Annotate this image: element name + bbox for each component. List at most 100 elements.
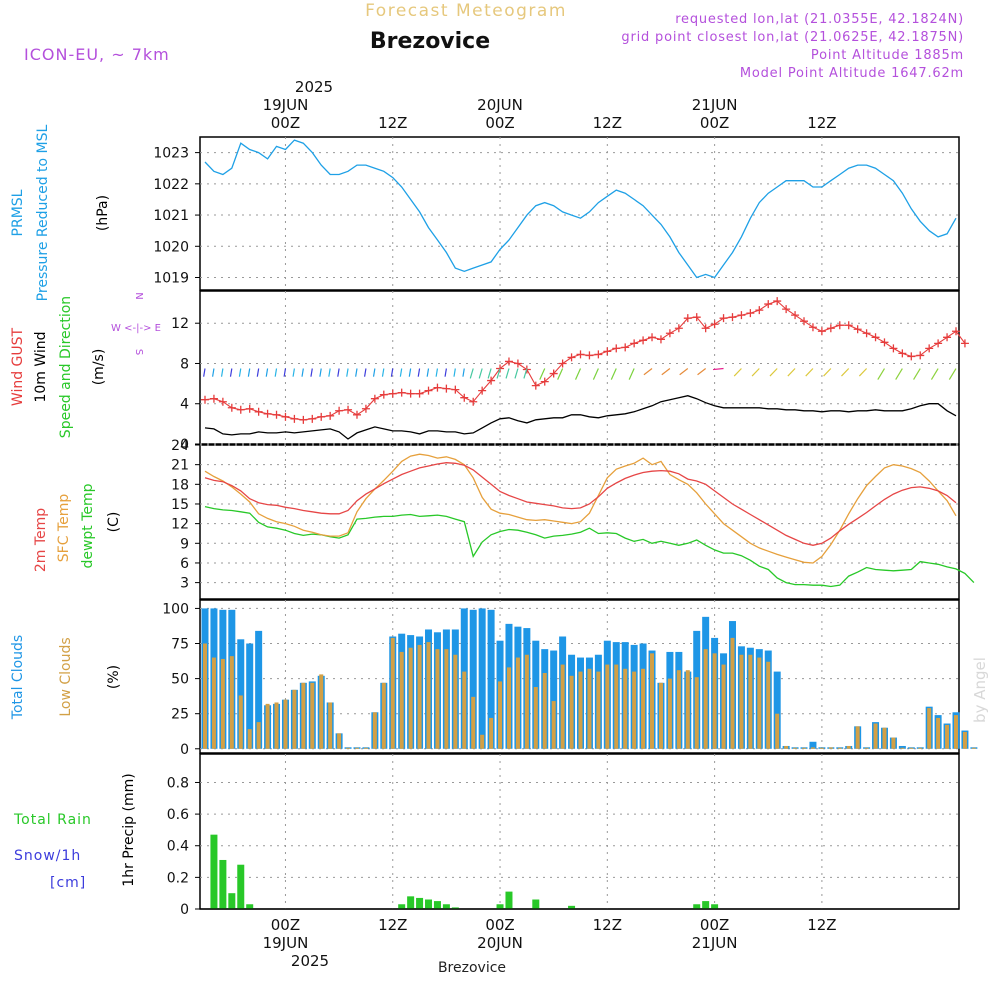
gust-marker <box>764 300 773 309</box>
low-cloud-bar <box>310 682 315 749</box>
low-cloud-bar <box>810 747 815 749</box>
wind-direction-arrow <box>435 368 439 377</box>
wind-direction-arrow <box>417 368 421 377</box>
total-cloud-bar <box>246 643 254 749</box>
low-cloud-bar <box>524 654 529 749</box>
wind-direction-arrow <box>733 368 742 377</box>
wind-direction-arrow <box>751 368 760 377</box>
low-cloud-bar <box>462 671 467 749</box>
low-cloud-bar <box>569 675 574 749</box>
gust-marker <box>898 349 907 358</box>
low-cloud-bar <box>784 745 789 749</box>
wind-direction-arrow <box>487 368 492 379</box>
low-cloud-bar <box>408 647 413 749</box>
y-tick-label: 50 <box>171 672 189 688</box>
wind-direction-arrow <box>274 368 278 377</box>
wind-direction-arrow <box>310 368 313 377</box>
gust-marker <box>344 405 353 414</box>
gust-marker <box>648 333 657 342</box>
gust-marker <box>907 352 916 361</box>
panel-wind: 0 4 8 12 <box>171 290 969 453</box>
top-hour-label: 12Z <box>807 114 836 132</box>
snow-unit-label: [cm] <box>50 875 86 891</box>
gust-marker <box>916 351 925 360</box>
compass-west-east: W <-|-> E <box>111 323 161 334</box>
gust-marker <box>326 411 335 420</box>
gust-marker <box>254 407 263 416</box>
bottom-hour-label: 12Z <box>378 916 407 934</box>
total-cloud-bar <box>469 609 477 749</box>
y-tick-label: 6 <box>180 556 189 572</box>
gust-marker <box>925 344 934 353</box>
wind-direction-arrow <box>453 368 456 377</box>
gust-marker <box>656 335 665 344</box>
gust-marker <box>317 412 326 421</box>
sfc-temp-label: SFC Temp <box>56 494 72 563</box>
y-tick-label: 25 <box>171 707 189 723</box>
gust-marker <box>737 311 746 320</box>
temp2m-label: 2m Temp <box>33 508 49 572</box>
rain-bar <box>416 897 424 909</box>
gust-label: Wind GUST <box>10 327 26 406</box>
wind-unit: (m/s) <box>91 349 107 386</box>
low-cloud-bar <box>274 702 279 749</box>
dewpt-label: dewpt Temp <box>80 483 96 568</box>
gust-marker <box>531 381 540 390</box>
watermark: by Angel <box>971 657 989 723</box>
wind-direction-arrow <box>337 368 340 377</box>
total-cloud-bar <box>237 639 245 749</box>
low-cloud-bar <box>247 729 252 749</box>
low-cloud-bar <box>739 654 744 749</box>
low-cloud-bar <box>203 643 207 749</box>
low-cloud-bar <box>685 670 690 749</box>
wind-direction-arrow <box>661 368 671 376</box>
wind-direction-arrow <box>769 368 778 377</box>
low-cloud-bar <box>971 747 976 749</box>
gust-marker <box>665 329 674 338</box>
wind-direction-arrow <box>628 368 635 380</box>
low-cloud-bar <box>238 695 243 749</box>
wind-direction-arrow <box>523 368 528 379</box>
low-cloud-bar <box>855 726 860 749</box>
model-label: ICON-EU, ~ 7km <box>24 45 170 64</box>
bottom-hour-label: 12Z <box>807 916 836 934</box>
bottom-hour-label: 00Z <box>700 916 729 934</box>
wind-direction-arrow <box>930 368 939 380</box>
wind-direction-arrow <box>948 368 957 380</box>
low-cloud-bar <box>703 649 708 749</box>
compass-south: S <box>133 349 144 355</box>
panel-temperature: 3 6 9 12 15 18 21 24 <box>171 438 975 600</box>
gust-marker <box>290 414 299 423</box>
low-cloud-bar <box>211 657 216 749</box>
gust-marker <box>621 343 630 352</box>
gust-marker <box>299 415 308 424</box>
pressure-label-2: Pressure Reduced to MSL <box>35 124 51 301</box>
low-cloud-bar <box>748 654 753 749</box>
rain-bar <box>210 834 218 909</box>
low-cloud-bar <box>605 664 610 749</box>
low-cloud-bar <box>837 747 842 749</box>
top-date-label: 19JUN <box>263 96 309 114</box>
wind-direction-label: Speed and Direction <box>58 296 74 438</box>
low-cloud-bar <box>265 703 270 749</box>
panel-clouds: 0 25 50 75 100 <box>162 599 978 758</box>
low-cloud-bar <box>721 664 726 749</box>
wind-direction-arrow <box>539 368 546 380</box>
wind-direction-arrow <box>610 368 617 380</box>
gust-marker <box>755 306 764 315</box>
gust-line <box>204 300 966 421</box>
y-tick-label: 1020 <box>153 239 189 255</box>
bottom-date-label: 21JUN <box>692 934 738 952</box>
low-cloud-bar <box>802 747 807 749</box>
wind-direction-arrow <box>238 368 242 377</box>
chart-panels: 1019102010211022102304812369121518212402… <box>153 136 978 918</box>
wind-direction-arrow <box>496 368 501 379</box>
gust-marker <box>934 339 943 348</box>
total-cloud-bar <box>550 650 558 749</box>
rain-bar <box>407 896 415 909</box>
rain-bar <box>505 891 513 909</box>
rain-bar <box>246 904 254 909</box>
y-tick-label: 0 <box>180 437 189 453</box>
